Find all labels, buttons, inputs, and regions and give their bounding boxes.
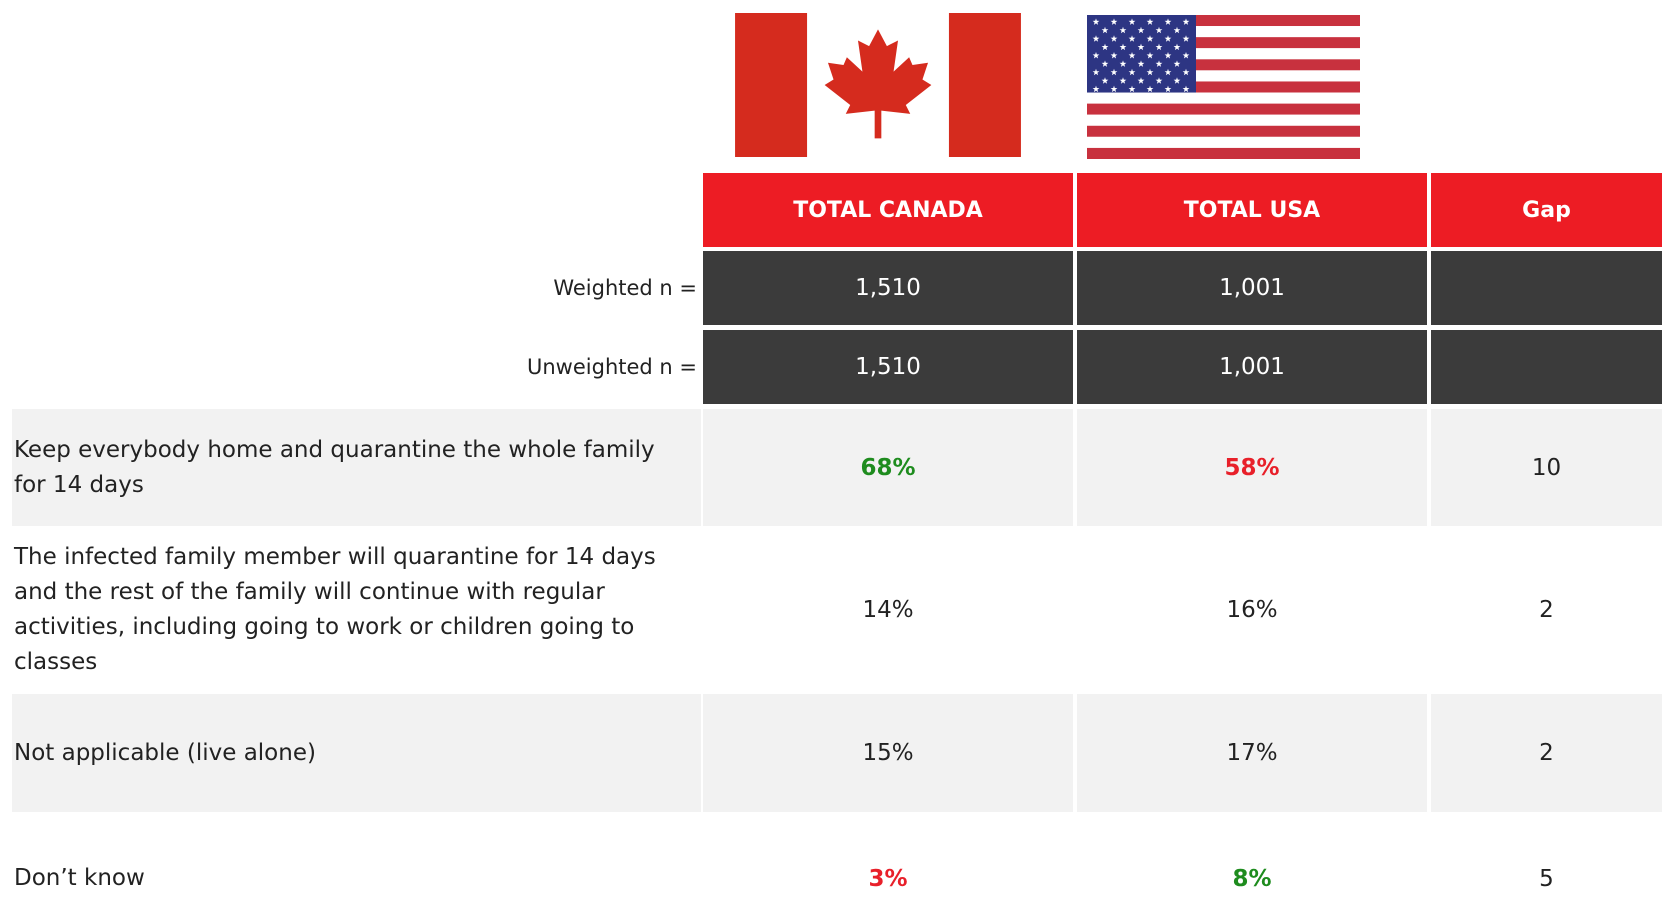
- star: [1164, 68, 1172, 76]
- star: [1137, 26, 1145, 34]
- row-value: 17%: [1077, 694, 1427, 812]
- base-label: Unweighted n =: [527, 355, 697, 379]
- star: [1182, 35, 1190, 42]
- star: [1155, 26, 1163, 34]
- row-value: 2: [1431, 694, 1662, 812]
- stripe: [1087, 103, 1360, 115]
- star: [1128, 18, 1136, 25]
- star: [1092, 52, 1100, 59]
- star: [1119, 60, 1127, 67]
- star: [1101, 43, 1109, 51]
- star: [1128, 35, 1136, 42]
- row-value: 16%: [1226, 596, 1278, 623]
- star: [1164, 85, 1172, 93]
- star: [1101, 26, 1109, 34]
- row-label: The infected family member will quaranti…: [14, 543, 656, 675]
- star: [1146, 18, 1154, 25]
- stripe: [1087, 70, 1360, 82]
- star: [1137, 60, 1145, 67]
- star: [1173, 43, 1181, 51]
- row-value: 3%: [868, 865, 908, 892]
- row-value: 58%: [1077, 409, 1427, 526]
- base-value: 1,001: [1077, 330, 1427, 404]
- stripe: [1087, 114, 1360, 126]
- usa-flag: [1087, 15, 1360, 159]
- base-value: [1431, 251, 1662, 325]
- star: [1128, 52, 1136, 59]
- stripe: [1087, 125, 1360, 137]
- star: [1119, 77, 1127, 84]
- row-value: 10: [1431, 409, 1662, 526]
- star: [1119, 26, 1127, 34]
- row-label: Don’t know: [14, 865, 145, 891]
- star: [1155, 43, 1163, 51]
- column-header: TOTAL CANADA: [703, 173, 1073, 247]
- base-value: 1,510: [703, 251, 1073, 325]
- star: [1155, 60, 1163, 67]
- star: [1110, 68, 1118, 76]
- stripe: [1087, 15, 1360, 27]
- star: [1146, 68, 1154, 76]
- star: [1173, 77, 1181, 84]
- column-header: Gap: [1431, 173, 1662, 247]
- star: [1101, 77, 1109, 84]
- stripe: [1087, 59, 1360, 71]
- star: [1155, 77, 1163, 84]
- star: [1137, 43, 1145, 51]
- star: [1146, 85, 1154, 93]
- star: [1110, 18, 1118, 25]
- star: [1110, 85, 1118, 93]
- star: [1092, 68, 1100, 76]
- star: [1119, 43, 1127, 51]
- base-value: 1,510: [703, 330, 1073, 404]
- star: [1164, 52, 1172, 59]
- row-value: 14%: [862, 596, 914, 623]
- star: [1173, 60, 1181, 67]
- star: [1182, 52, 1190, 59]
- star: [1146, 52, 1154, 59]
- star: [1092, 18, 1100, 25]
- canada-flag: [735, 13, 1021, 157]
- stripe: [1087, 136, 1360, 148]
- star: [1101, 60, 1109, 67]
- row-value: 15%: [703, 694, 1073, 812]
- star: [1182, 85, 1190, 93]
- star: [1128, 85, 1136, 93]
- stripe: [1087, 81, 1360, 93]
- base-value: 1,001: [1077, 251, 1427, 325]
- star: [1137, 77, 1145, 84]
- row-value: 8%: [1232, 865, 1272, 892]
- star: [1164, 18, 1172, 25]
- base-value: [1431, 330, 1662, 404]
- star: [1182, 18, 1190, 25]
- star: [1128, 68, 1136, 76]
- star: [1092, 85, 1100, 93]
- row-value: 68%: [703, 409, 1073, 526]
- stripe: [1087, 48, 1360, 60]
- star: [1092, 35, 1100, 42]
- base-label: Weighted n =: [553, 276, 697, 300]
- stripe: [1087, 92, 1360, 104]
- star: [1110, 35, 1118, 42]
- row-label: Keep everybody home and quarantine the w…: [12, 409, 701, 526]
- star: [1146, 35, 1154, 42]
- stripe: [1087, 147, 1360, 159]
- star: [1182, 68, 1190, 76]
- stripe: [1087, 26, 1360, 38]
- star: [1164, 35, 1172, 42]
- star: [1110, 52, 1118, 59]
- column-header: TOTAL USA: [1077, 173, 1427, 247]
- row-value: 2: [1539, 596, 1554, 623]
- row-label: Not applicable (live alone): [12, 694, 701, 812]
- row-value: 5: [1539, 865, 1554, 892]
- star: [1173, 26, 1181, 34]
- stripe: [1087, 37, 1360, 49]
